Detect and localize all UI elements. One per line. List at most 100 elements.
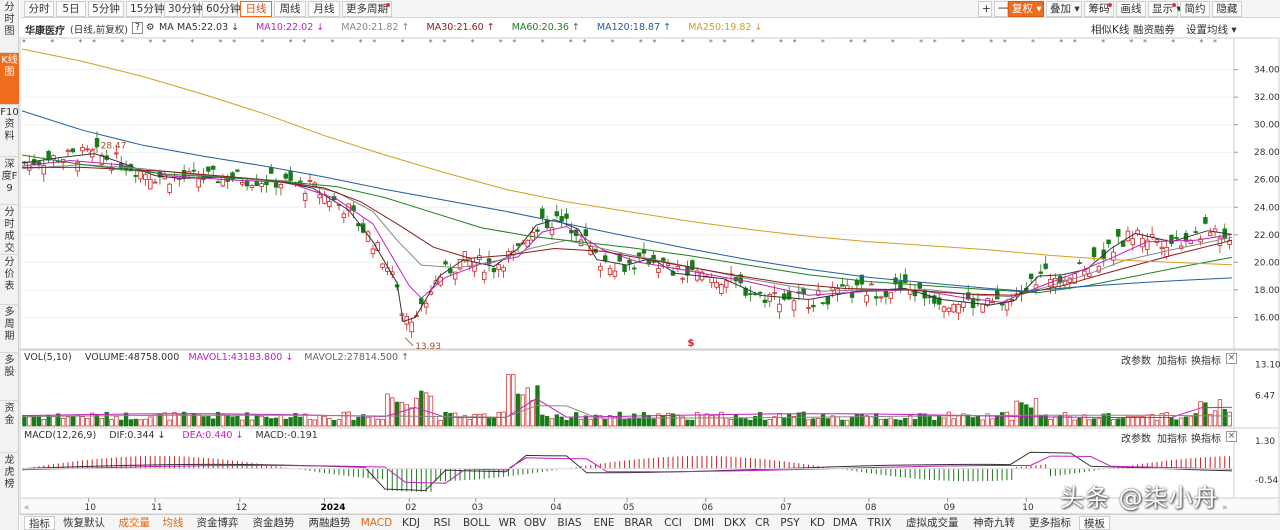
indicator-tab-14[interactable]: ENE (593, 517, 615, 529)
event-marker: * (751, 38, 755, 47)
volume-bar (496, 411, 501, 427)
sidenav-item-2[interactable]: F10资料 (0, 104, 19, 156)
event-marker: * (639, 38, 643, 47)
volume-bar (835, 416, 840, 427)
period-tab-8[interactable]: 月线 (308, 1, 340, 17)
volume-bar (491, 417, 497, 427)
indicator-tab-7[interactable]: MACD (360, 517, 393, 529)
volume-bar (825, 418, 831, 427)
candle-body (1217, 237, 1223, 246)
toolbar-right-6[interactable]: 隐藏 (1212, 1, 1242, 17)
toolbar-right-2[interactable]: 筹码 (1084, 1, 1114, 17)
indicator-tab-0[interactable]: 指标 (24, 516, 55, 530)
indicator-tab-5[interactable]: 资金趋势 (252, 517, 295, 529)
sidenav-item-1[interactable]: K线图 (0, 52, 19, 104)
sidenav-item-4[interactable]: 分时成交 (0, 204, 19, 254)
indicator-tab-1[interactable]: 恢复默认 (63, 517, 105, 529)
volume-btn-1[interactable]: 加指标 (1157, 356, 1187, 367)
indicator-tab-3[interactable]: 均线 (162, 517, 184, 529)
event-marker: * (723, 38, 727, 47)
macd-btn-2[interactable]: 换指标 (1191, 434, 1221, 445)
indicator-tab-10[interactable]: BOLL (463, 517, 490, 529)
candle-body (970, 297, 976, 309)
ma-right-btn-2[interactable]: 设置均线 ▾ (1186, 24, 1237, 36)
indicator-tab-20[interactable]: PSY (780, 517, 800, 529)
volume-bar (211, 418, 216, 427)
indicator-tab-6[interactable]: 两融趋势 (308, 517, 351, 529)
candle-body (670, 270, 676, 276)
indicator-tab-15[interactable]: BRAR (624, 517, 653, 529)
volume-bar (830, 415, 835, 427)
indicator-tab-13[interactable]: BIAS (557, 517, 582, 529)
volume-bar (1183, 416, 1189, 427)
indicator-tab-23[interactable]: TRIX (867, 517, 892, 529)
toolbar-right-4[interactable]: 显示 ▾ (1148, 1, 1182, 17)
indicator-tab-25[interactable]: 神奇九转 (973, 517, 1015, 529)
indicator-tab-21[interactable]: KD (810, 517, 825, 529)
indicator-tab-26[interactable]: 更多指标 (1029, 517, 1071, 529)
indicator-tab-12[interactable]: OBV (523, 517, 547, 529)
indicator-tab-4[interactable]: 资金博弈 (196, 517, 239, 529)
candle-body (259, 183, 264, 187)
candle-body (399, 313, 405, 316)
period-tab-6[interactable]: 日线 (240, 1, 272, 17)
volume-bar (1038, 415, 1043, 427)
volume-btn-0[interactable]: 改参数 (1121, 356, 1151, 367)
period-tab-4[interactable]: 30分钟 (164, 1, 202, 17)
volume-close-icon[interactable]: × (1226, 353, 1237, 364)
volume-bar (646, 415, 651, 427)
zoom-in-button[interactable]: + (978, 1, 992, 17)
sidenav-item-8[interactable]: 资金 (0, 400, 19, 452)
toolbar-right-0[interactable]: 复权 ▾ (1008, 1, 1044, 17)
indicator-tab-16[interactable]: CCI (664, 517, 682, 529)
indicator-tab-27[interactable]: 模板 (1079, 516, 1110, 530)
candle-body (888, 292, 894, 299)
period-tab-2[interactable]: 5分钟 (88, 1, 124, 17)
ma-right-btn-0[interactable]: 相似K线 (1091, 24, 1130, 36)
indicator-tab-22[interactable]: DMA (832, 517, 858, 529)
period-tab-7[interactable]: 周线 (274, 1, 306, 17)
sidenav-item-6[interactable]: 多周期 (0, 304, 19, 352)
volume-bar (356, 416, 361, 427)
sidenav-item-3[interactable]: 深度F9 (0, 156, 19, 204)
indicator-tab-17[interactable]: DMI (693, 517, 715, 529)
period-tab-3[interactable]: 15分钟 (126, 1, 164, 17)
help-icon[interactable]: ? (132, 22, 144, 34)
sidenav-item-5[interactable]: 分价表 (0, 254, 19, 304)
toolbar-right-1[interactable]: 叠加 ▾ (1046, 1, 1082, 17)
toolbar-right-3[interactable]: 画线 (1116, 1, 1146, 17)
period-toolbar: 分时 5日 5分钟 15分钟 30分钟 60分钟 日线 周线 月线 更多周期 + 一复权 ▾ 叠加 ▾ 筹… (20, 0, 1280, 18)
period-tab-5[interactable]: 60分钟 (202, 1, 240, 17)
period-tab-0[interactable]: 分时 (24, 1, 54, 17)
macd-btn-1[interactable]: 加指标 (1157, 434, 1187, 445)
indicator-tab-19[interactable]: CR (755, 517, 770, 529)
gear-icon[interactable]: ⚙ (146, 22, 155, 33)
volume-bar (946, 411, 952, 427)
ma-line-ma10 (21, 159, 1233, 303)
period-tab-1[interactable]: 5日 (56, 1, 86, 17)
toolbar-right-5[interactable]: 简约 (1180, 1, 1210, 17)
indicator-tab-18[interactable]: DKX (723, 517, 747, 529)
indicator-tab-8[interactable]: KDJ (401, 517, 421, 529)
candle-body (1227, 239, 1232, 245)
sidenav-item-9[interactable]: 龙虎榜 (0, 452, 19, 504)
volume-bar (588, 418, 593, 427)
ma-right-btn-1[interactable]: 融资融券 (1133, 24, 1175, 36)
period-tab-9[interactable]: 更多周期 (342, 1, 392, 17)
price-frame (19, 37, 1280, 350)
volume-bar (1125, 415, 1131, 427)
volume-bar (486, 418, 492, 427)
candle-body (360, 223, 366, 233)
indicator-tab-9[interactable]: RSI (433, 517, 451, 529)
zoom-out-button[interactable]: 一 (994, 1, 1009, 17)
volume-bar (1058, 414, 1063, 427)
sidenav-item-0[interactable]: 分时图 (4, 2, 15, 37)
volume-bar (109, 419, 114, 427)
volume-btn-2[interactable]: 换指标 (1191, 356, 1221, 367)
macd-close-icon[interactable]: × (1226, 431, 1237, 442)
sidenav-item-7[interactable]: 多股 (0, 352, 19, 400)
indicator-tab-24[interactable]: 虚拟成交量 (906, 517, 959, 529)
indicator-tab-2[interactable]: 成交量 (118, 517, 151, 529)
indicator-tab-11[interactable]: WR (498, 517, 517, 529)
macd-btn-0[interactable]: 改参数 (1121, 434, 1151, 445)
